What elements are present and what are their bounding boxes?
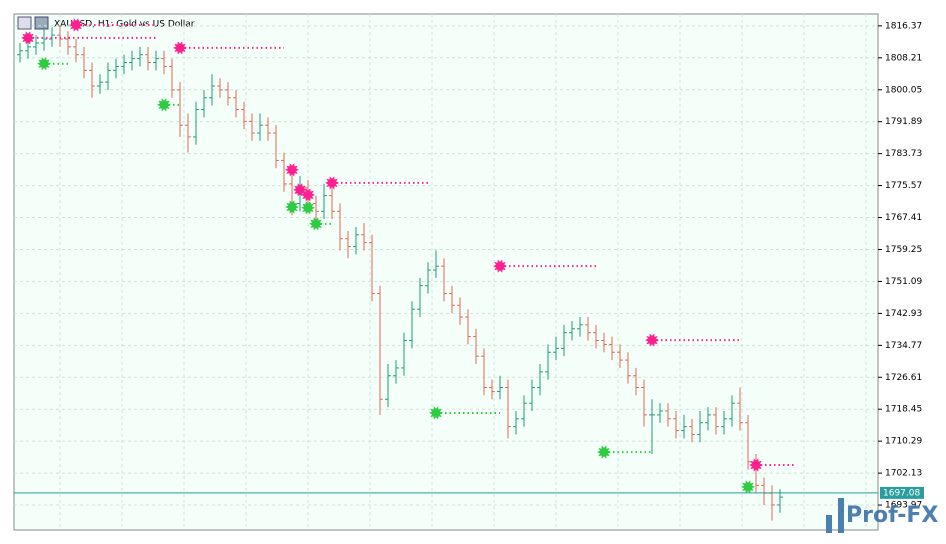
support-marker bbox=[157, 98, 171, 112]
support-marker bbox=[741, 480, 755, 494]
y-tick-label: 1800.05 bbox=[885, 85, 922, 95]
resistance-marker bbox=[293, 183, 307, 197]
watermark-bar bbox=[838, 498, 844, 533]
resistance-marker bbox=[21, 31, 35, 45]
y-tick-label: 1734.77 bbox=[885, 341, 922, 351]
y-tick-label: 1726.61 bbox=[885, 373, 922, 383]
support-marker bbox=[309, 217, 323, 231]
y-tick-label: 1751.09 bbox=[885, 277, 922, 287]
y-tick-label: 1783.73 bbox=[885, 149, 922, 159]
support-marker bbox=[597, 445, 611, 459]
y-tick-label: 1710.29 bbox=[885, 437, 922, 447]
support-marker bbox=[37, 57, 51, 71]
resistance-marker bbox=[493, 259, 507, 273]
current-price-box bbox=[880, 486, 924, 499]
y-tick-label: 1742.93 bbox=[885, 309, 922, 319]
y-tick-label: 1693.97 bbox=[885, 501, 922, 511]
watermark-bar bbox=[826, 515, 832, 533]
y-tick-label: 1808.21 bbox=[885, 53, 922, 63]
support-marker bbox=[301, 201, 315, 215]
icon bbox=[34, 16, 49, 30]
y-tick-label: 1702.13 bbox=[885, 469, 922, 479]
resistance-marker bbox=[173, 41, 187, 55]
y-tick-label: 1775.57 bbox=[885, 181, 922, 191]
watermark: Prof-FX bbox=[846, 503, 938, 528]
current-price-label: 1697.08 bbox=[883, 488, 920, 498]
support-marker bbox=[429, 406, 443, 420]
chart-title: XAUUSD, H1: Gold vs US Dollar bbox=[54, 20, 195, 30]
plot-area bbox=[13, 13, 879, 531]
y-tick-label: 1791.89 bbox=[885, 117, 922, 127]
resistance-marker bbox=[645, 333, 659, 347]
resistance-marker bbox=[69, 18, 83, 32]
y-tick-label: 1767.41 bbox=[885, 213, 922, 223]
y-tick-label: 1718.45 bbox=[885, 405, 922, 415]
resistance-marker bbox=[749, 458, 763, 472]
y-tick-label: 1816.37 bbox=[885, 21, 922, 31]
resistance-marker bbox=[285, 163, 299, 177]
support-marker bbox=[285, 200, 299, 214]
resistance-marker bbox=[325, 176, 339, 190]
vertical-grid bbox=[59, 14, 867, 530]
resistance-marker bbox=[301, 188, 315, 202]
y-tick-label: 1759.25 bbox=[885, 245, 922, 255]
icon bbox=[17, 16, 32, 30]
